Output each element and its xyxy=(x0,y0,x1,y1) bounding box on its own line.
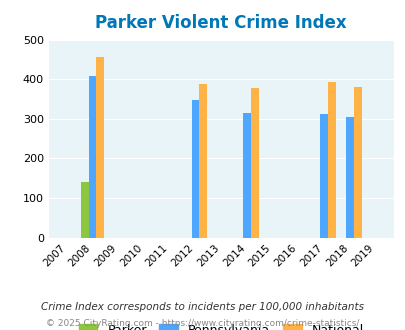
Bar xyxy=(353,87,361,238)
Bar xyxy=(81,182,88,238)
Bar xyxy=(199,84,207,238)
Text: © 2025 CityRating.com - https://www.cityrating.com/crime-statistics/: © 2025 CityRating.com - https://www.city… xyxy=(46,319,359,328)
Bar xyxy=(320,115,327,238)
Text: Crime Index corresponds to incidents per 100,000 inhabitants: Crime Index corresponds to incidents per… xyxy=(41,302,364,312)
Bar xyxy=(250,88,258,238)
Bar xyxy=(88,76,96,238)
Bar xyxy=(191,100,199,238)
Bar xyxy=(96,57,104,238)
Bar xyxy=(243,113,250,238)
Legend: Parker, Pennsylvania, National: Parker, Pennsylvania, National xyxy=(74,319,368,330)
Bar xyxy=(327,82,335,238)
Title: Parker Violent Crime Index: Parker Violent Crime Index xyxy=(95,15,346,32)
Bar xyxy=(345,117,353,238)
